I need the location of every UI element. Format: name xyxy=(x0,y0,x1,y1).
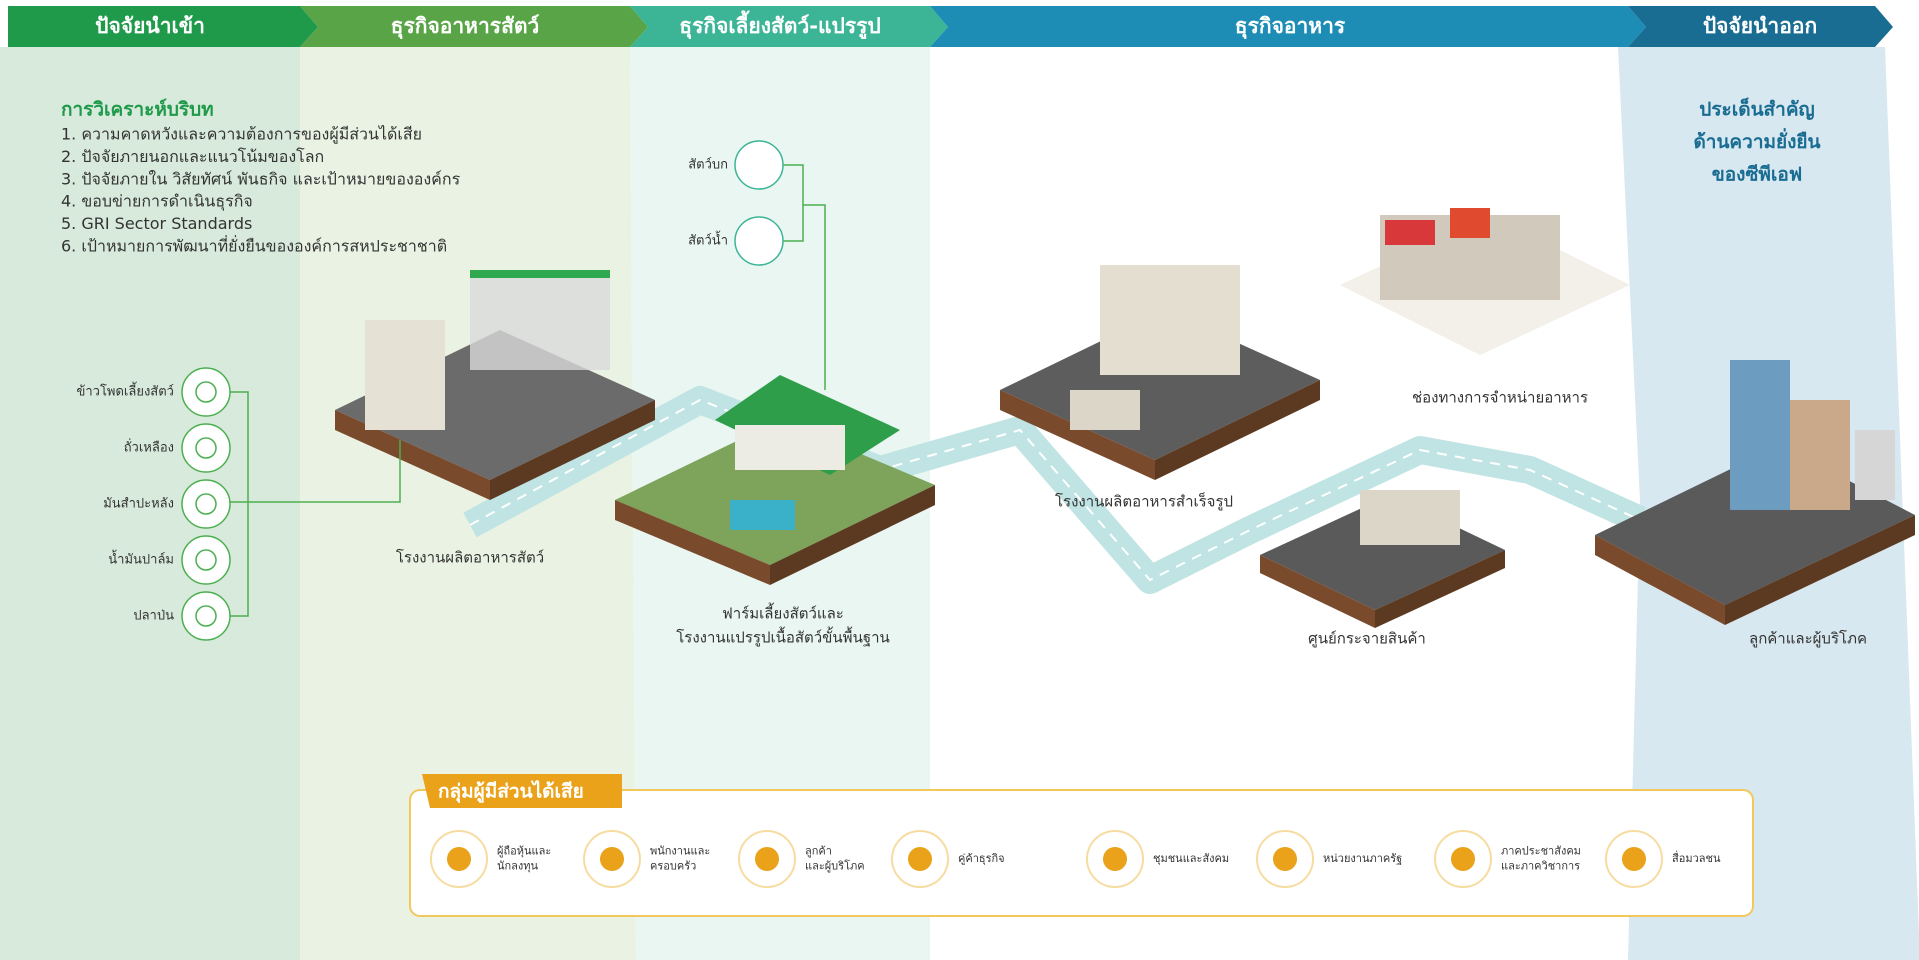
stakeholder-icon-inner xyxy=(755,847,779,871)
input-icon xyxy=(182,536,230,584)
stakeholder-label: คู่ค้าธุรกิจ xyxy=(958,852,1005,865)
node-label: ลูกค้าและผู้บริโภค xyxy=(1749,630,1867,648)
stakeholder-label: สื่อมวลชน xyxy=(1672,850,1721,865)
context-item: 5. GRI Sector Standards xyxy=(61,214,252,233)
input-icon xyxy=(182,480,230,528)
context-item: 6. เป้าหมายการพัฒนาที่ยั่งยืนขององค์การส… xyxy=(61,235,447,256)
input-icon xyxy=(182,592,230,640)
animal-label: สัตว์น้ำ xyxy=(688,231,728,249)
input-label: ข้าวโพดเลี้ยงสัตว์ xyxy=(76,382,174,400)
stakeholder-label: หน่วยงานภาครัฐ xyxy=(1323,852,1402,865)
stakeholder-icon-inner xyxy=(1103,847,1127,871)
context-title: การวิเคราะห์บริบท xyxy=(61,99,214,121)
stakeholder-label: นักลงทุน xyxy=(497,860,539,873)
key-issue: ด้านความยั่งยืน xyxy=(1693,128,1820,153)
node-label: ฟาร์มเลี้ยงสัตว์และ xyxy=(722,603,844,623)
stakeholder-label: พนักงานและ xyxy=(650,845,710,858)
stakeholder-icon-inner xyxy=(1451,847,1475,871)
page: ข้าวโพดเลี้ยงสัตว์ถั่วเหลืองมันสำปะหลังน… xyxy=(0,0,1919,960)
node-label: ศูนย์กระจายสินค้า xyxy=(1308,630,1426,648)
animal-icon xyxy=(735,141,783,189)
context-item: 3. ปัจจัยภายใน วิสัยทัศน์ พันธกิจ และเป้… xyxy=(61,169,461,188)
stakeholder-label: ครอบครัว xyxy=(650,860,696,873)
node-label: โรงงานผลิตอาหารสัตว์ xyxy=(396,549,544,567)
stakeholder-label: ชุมชนและสังคม xyxy=(1153,852,1229,865)
input-label: ถั่วเหลือง xyxy=(124,439,174,456)
stakeholder-icon-inner xyxy=(600,847,624,871)
key-issue: ของซีพีเอฟ xyxy=(1712,164,1802,186)
context-item: 1. ความคาดหวังและความต้องการของผู้มีส่วน… xyxy=(61,125,422,145)
stage-label: ธุรกิจเลี้ยงสัตว์-แปรรูป xyxy=(679,10,880,40)
key-issue: ประเด็นสำคัญ xyxy=(1699,97,1814,121)
node-label: โรงงานแปรรูปเนื้อสัตว์ขั้นพื้นฐาน xyxy=(676,627,890,647)
stakeholder-label: ลูกค้า xyxy=(805,845,832,858)
input-label: น้ำมันปาล์ม xyxy=(108,550,174,568)
input-icon xyxy=(182,368,230,416)
input-label: มันสำปะหลัง xyxy=(103,497,174,512)
animal-label: สัตว์บก xyxy=(688,157,728,173)
stakeholder-icon-inner xyxy=(908,847,932,871)
stakeholder-icon-inner xyxy=(447,847,471,871)
node-label: โรงงานผลิตอาหารสำเร็จรูป xyxy=(1055,492,1233,511)
stakeholder-label: และผู้บริโภค xyxy=(805,859,865,873)
diagram: ข้าวโพดเลี้ยงสัตว์ถั่วเหลืองมันสำปะหลังน… xyxy=(0,0,1919,960)
context-item: 2. ปัจจัยภายนอกและแนวโน้มของโลก xyxy=(61,147,324,166)
stakeholder-icon-inner xyxy=(1622,847,1646,871)
stage-label: ปัจจัยนำเข้า xyxy=(95,14,205,38)
header-bands xyxy=(8,6,1893,47)
stakeholder-label: ผู้ถือหุ้นและ xyxy=(497,845,551,858)
animal-icon xyxy=(735,217,783,265)
stage-label: ปัจจัยนำออก xyxy=(1703,14,1817,38)
context-item: 4. ขอบข่ายการดำเนินธุรกิจ xyxy=(61,192,253,212)
input-icon xyxy=(182,424,230,472)
stakeholder-label: ภาคประชาสังคม xyxy=(1501,845,1581,858)
node-label: ช่องทางการจำหน่ายอาหาร xyxy=(1412,389,1588,407)
stage-label: ธุรกิจอาหารสัตว์ xyxy=(391,14,540,40)
stakeholder-title: กลุ่มผู้มีส่วนได้เสีย xyxy=(438,780,584,804)
stakeholder-label: และภาควิชาการ xyxy=(1501,860,1580,873)
input-label: ปลาป่น xyxy=(133,609,174,624)
stakeholder-icon-inner xyxy=(1273,847,1297,871)
stage-label: ธุรกิจอาหาร xyxy=(1235,14,1346,40)
